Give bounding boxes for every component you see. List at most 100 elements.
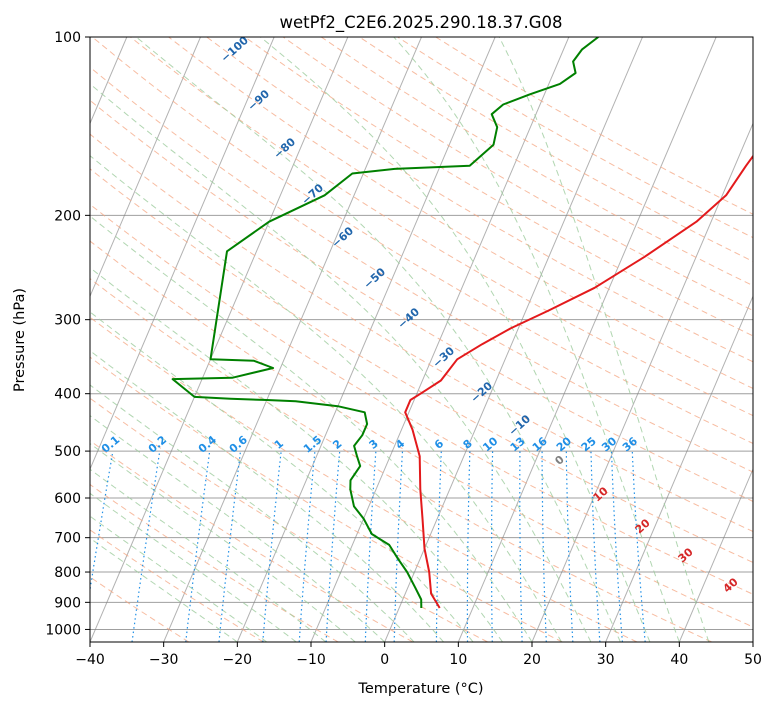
background-lines <box>90 37 753 642</box>
dry-adiabat-line <box>90 397 488 642</box>
mixing-ratio-label: 0.2 <box>146 433 169 455</box>
isotherm-line <box>90 37 275 471</box>
dry-adiabat-line <box>244 37 753 337</box>
mixing-ratio-line <box>565 451 574 642</box>
isotherm-line <box>678 467 753 642</box>
moist-adiabat-line <box>135 37 621 642</box>
y-tick-label: 100 <box>54 30 81 46</box>
mixing-ratio-line <box>218 451 242 642</box>
dry-adiabat-line <box>282 37 753 312</box>
mixing-ratio-label: 6 <box>432 437 446 452</box>
moist-adiabat-line <box>90 384 415 642</box>
profile-lines <box>171 37 753 609</box>
y-tick-label: 200 <box>54 208 81 224</box>
y-tick-label: 400 <box>54 387 81 403</box>
moist-adiabat-line <box>90 350 444 642</box>
moist-adiabat-line <box>90 492 297 642</box>
mixing-ratio-line <box>435 451 442 642</box>
isotherm-line <box>236 37 496 642</box>
dry-adiabat-label: −90 <box>245 87 272 113</box>
dry-adiabat-label: −30 <box>430 344 457 370</box>
moist-adiabat-line <box>90 537 238 642</box>
line-labels: 0.1 0.2 0.4 0.6 1 1.5 2 3 4 6 8 10 13 16 20 25 30 36−100−… <box>99 34 741 596</box>
dry-adiabat-line <box>90 133 753 533</box>
dewpoint-line <box>171 37 599 609</box>
x-tick-label: −40 <box>75 652 105 668</box>
y-tick-label: 1000 <box>45 622 81 638</box>
dry-adiabat-label: 10 <box>591 484 611 504</box>
dry-adiabat-label: 30 <box>676 545 696 565</box>
x-tick-label: 0 <box>380 652 389 668</box>
dry-adiabat-line <box>90 483 339 642</box>
dry-adiabat-line <box>90 168 753 563</box>
x-tick-label: 50 <box>744 652 762 668</box>
y-tick-label: 600 <box>54 491 81 507</box>
dry-adiabat-line <box>91 37 753 445</box>
x-tick-label: 10 <box>449 652 467 668</box>
x-tick-label: −30 <box>149 652 179 668</box>
moist-adiabat-line <box>90 415 386 642</box>
mixing-ratio-label: 0.1 <box>99 433 122 455</box>
dry-adiabat-line <box>359 37 753 263</box>
dry-adiabat-label: −20 <box>468 379 495 405</box>
mixing-ratio-line <box>466 451 471 642</box>
mixing-ratio-label: 4 <box>393 437 407 452</box>
dry-adiabat-line <box>90 203 753 595</box>
mixing-ratio-line <box>393 451 404 642</box>
isotherm-line <box>605 295 753 642</box>
moist-adiabat-line <box>90 442 356 642</box>
x-axis: −40 −30 −20 −10 0 10 20 30 40 50 <box>75 642 762 668</box>
mixing-ratio-line <box>490 451 494 642</box>
dry-adiabat-label: −80 <box>271 135 298 161</box>
mixing-ratio-line <box>262 451 282 642</box>
mixing-ratio-label: 3 <box>367 437 381 452</box>
moist-adiabat-line <box>90 468 327 642</box>
moist-adiabat-line <box>90 311 474 642</box>
isotherm-line <box>163 37 422 642</box>
x-tick-label: 30 <box>597 652 615 668</box>
x-tick-label: 40 <box>670 652 688 668</box>
isotherm-line <box>457 37 717 642</box>
moist-adiabat-line <box>498 37 710 642</box>
x-tick-label: −20 <box>223 652 253 668</box>
moist-adiabat-line <box>90 215 533 642</box>
dry-adiabat-label: −50 <box>361 265 388 291</box>
chart-title: wetPf2_C2E6.2025.290.18.37.G08 <box>279 13 562 33</box>
dry-adiabat-label: −70 <box>299 181 326 207</box>
mixing-ratio-line <box>610 451 623 642</box>
y-axis-title: Pressure (hPa) <box>12 288 28 392</box>
dry-adiabat-line <box>90 316 638 642</box>
moist-adiabat-line <box>90 267 503 642</box>
moist-adiabat-line <box>393 37 680 642</box>
mixing-ratio-label: 2 <box>330 437 344 452</box>
mixing-ratio-line <box>298 451 316 642</box>
dry-adiabat-line <box>90 356 563 642</box>
x-axis-title: Temperature (°C) <box>357 681 483 697</box>
temperature-line <box>404 154 753 609</box>
mixing-ratio-line <box>185 451 211 642</box>
mixing-ratio-line <box>590 451 601 642</box>
y-tick-label: 500 <box>54 444 81 460</box>
mixing-ratio-line <box>364 451 377 642</box>
mixing-ratio-label: 1.5 <box>301 433 324 455</box>
isotherm-line <box>90 37 201 298</box>
moist-adiabat-line <box>260 37 651 642</box>
mixing-ratio-line <box>519 451 523 642</box>
mixing-ratio-line <box>541 451 547 642</box>
mixing-ratio-line <box>131 451 161 642</box>
dry-adiabat-label: 40 <box>721 575 741 595</box>
y-tick-label: 300 <box>54 313 81 329</box>
y-tick-label: 700 <box>54 531 81 547</box>
mixing-ratio-label: 0.4 <box>196 433 220 456</box>
mixing-ratio-line <box>325 451 341 642</box>
y-axis: 100 200 300 400 500 600 700 800 900 1000 <box>45 30 90 638</box>
moist-adiabat-line <box>90 155 562 642</box>
dry-adiabat-line <box>90 278 712 642</box>
isotherm-line <box>752 640 753 642</box>
mixing-ratio-line <box>631 451 646 642</box>
mixing-ratio-label: 8 <box>461 437 475 452</box>
isotherm-line <box>384 37 643 642</box>
y-tick-label: 900 <box>54 595 81 611</box>
dry-adiabat-line <box>90 440 414 642</box>
